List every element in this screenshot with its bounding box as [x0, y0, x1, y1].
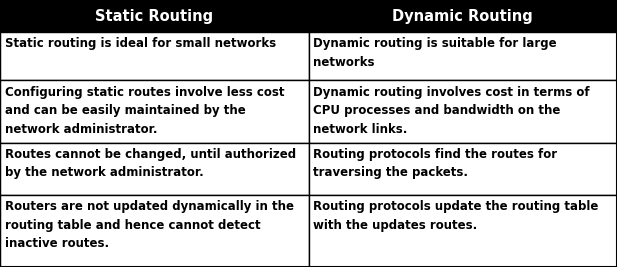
Text: Dynamic routing involves cost in terms of
CPU processes and bandwidth on the
net: Dynamic routing involves cost in terms o… [313, 86, 590, 136]
Text: Static Routing: Static Routing [95, 9, 213, 23]
Bar [0, 32, 308, 80]
Bar [308, 32, 617, 80]
Bar [308, 0, 617, 32]
Bar [0, 0, 308, 32]
Bar [308, 80, 617, 143]
Bar [0, 143, 308, 195]
Bar [308, 195, 617, 267]
Text: Routes cannot be changed, until authorized
by the network administrator.: Routes cannot be changed, until authoriz… [5, 148, 296, 179]
Bar [0, 80, 308, 143]
Text: Routing protocols update the routing table
with the updates routes.: Routing protocols update the routing tab… [313, 200, 599, 231]
Text: Configuring static routes involve less cost
and can be easily maintained by the
: Configuring static routes involve less c… [5, 86, 284, 136]
Text: Routing protocols find the routes for
traversing the packets.: Routing protocols find the routes for tr… [313, 148, 558, 179]
Text: Routers are not updated dynamically in the
routing table and hence cannot detect: Routers are not updated dynamically in t… [5, 200, 294, 250]
Bar [0, 195, 308, 267]
Text: Static routing is ideal for small networks: Static routing is ideal for small networ… [5, 37, 276, 50]
Bar [308, 143, 617, 195]
Text: Dynamic routing is suitable for large
networks: Dynamic routing is suitable for large ne… [313, 37, 557, 69]
Text: Dynamic Routing: Dynamic Routing [392, 9, 533, 23]
